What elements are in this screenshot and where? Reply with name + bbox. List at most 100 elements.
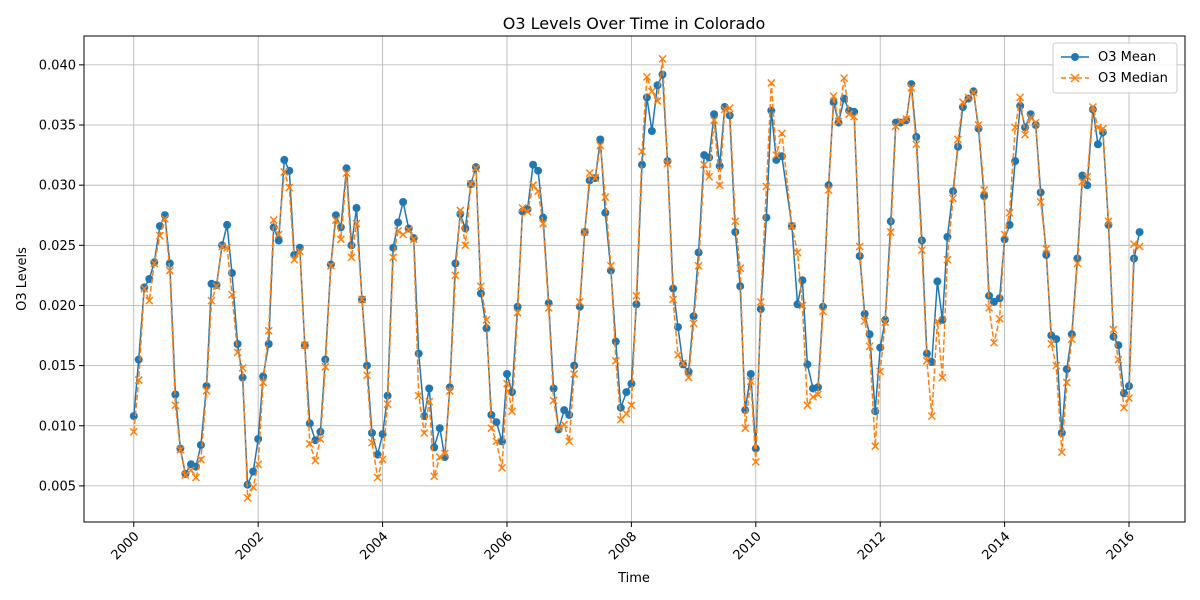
data-point [632,291,641,300]
data-point [814,383,822,392]
data-point [974,120,983,130]
data-point [383,400,392,409]
data-point [171,401,180,410]
data-point [518,203,527,213]
data-point [425,384,434,393]
data-point [425,397,434,406]
data-point [948,194,958,203]
data-point [316,434,325,444]
data-point [342,169,351,178]
data-point [1109,332,1118,341]
data-point [741,424,750,433]
data-point [223,220,232,229]
data-point [1083,181,1092,190]
data-point [751,457,760,466]
data-point [233,340,242,348]
data-point [274,236,283,245]
data-point [922,356,931,365]
data-point [238,363,247,373]
data-point [1135,242,1144,251]
data-point [881,318,890,327]
data-point [539,213,548,222]
data-point [684,373,693,382]
data-point [560,406,569,415]
data-point [756,297,765,306]
data-point [300,341,309,350]
data-point [746,377,755,386]
data-point [710,110,719,119]
data-point [1135,228,1144,237]
legend-median-label: O3 Median [1098,71,1168,86]
data-point [622,409,631,418]
data-point [358,295,367,304]
data-point [580,228,589,237]
data-point [637,147,646,156]
data-point [1083,172,1092,181]
data-point [601,208,610,217]
data-point [554,424,563,433]
data-point [414,349,423,358]
y-tick-label: 0.020 [39,299,76,314]
data-point [150,259,159,268]
data-point [829,92,838,101]
data-point [140,284,149,293]
data-point [378,455,387,464]
data-point [487,424,496,433]
data-point [876,367,885,376]
data-point [850,112,859,121]
data-point [933,317,942,326]
data-point [482,315,491,324]
data-point [508,388,516,397]
data-point [674,350,683,359]
data-point [305,419,314,428]
data-point [824,185,833,195]
data-point [280,155,289,164]
data-point [394,218,403,227]
data-point [529,160,538,169]
data-point [834,118,843,127]
data-point [150,258,159,267]
x-axis-label: Time [617,571,650,586]
data-point [746,370,755,378]
data-point [1067,335,1076,344]
data-point [233,348,242,357]
data-point [995,294,1004,303]
data-point [845,110,854,119]
data-point [1093,140,1102,149]
data-point [435,453,444,462]
data-point [1047,339,1056,348]
y-tick-label: 0.035 [39,119,76,134]
series-o3-median [129,54,1144,502]
plot-frame [83,35,1186,523]
data-point [840,74,849,83]
data-point [762,213,771,222]
data-point [367,438,377,447]
data-point [207,296,216,305]
data-point [264,326,273,335]
legend-box [1052,42,1178,94]
data-point [591,173,600,182]
data-point [818,307,828,316]
data-point [565,437,574,446]
data-point [420,428,429,438]
data-point [1005,220,1014,229]
data-point [534,187,543,196]
data-point [254,460,263,469]
data-point [223,243,232,252]
chart-title: O3 Levels Over Time in Colorado [503,14,766,33]
data-point [290,255,299,264]
data-point [280,167,289,176]
data-point [980,185,989,195]
data-point [145,296,154,305]
data-point [886,228,895,237]
data-point [285,183,294,192]
data-point [762,182,771,191]
data-point [1052,361,1061,370]
data-point [476,282,485,291]
data-point [715,161,724,170]
data-point [964,94,973,103]
data-point [731,217,740,226]
data-point [238,373,247,382]
data-point [218,241,227,250]
data-point [1000,230,1009,239]
